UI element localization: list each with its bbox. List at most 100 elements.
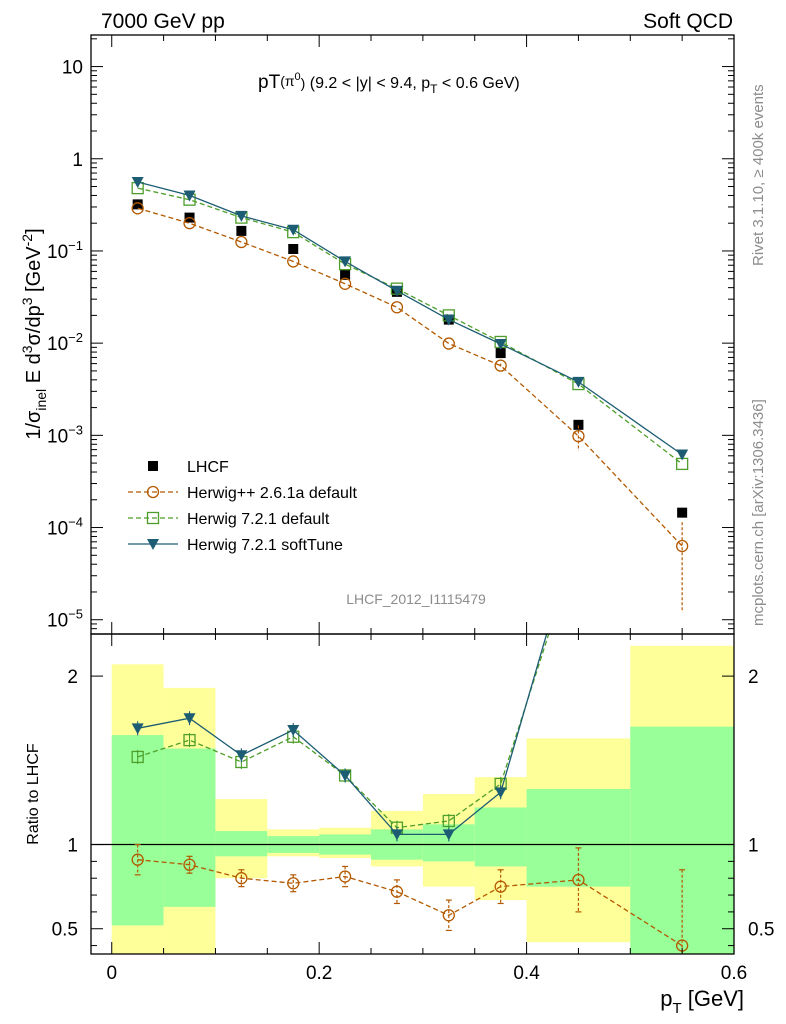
series-line <box>137 207 683 547</box>
ratio-line <box>137 634 548 836</box>
data-point <box>288 243 299 254</box>
x-tick-label: 0.6 <box>721 963 747 984</box>
data-point <box>442 337 455 350</box>
data-point <box>494 359 507 372</box>
header-right-label: Soft QCD <box>643 10 733 33</box>
y-tick-label: 10−3 <box>47 422 83 447</box>
data-point <box>236 225 247 236</box>
y-tick-label: 10−2 <box>47 330 83 355</box>
legend-marker <box>146 511 160 525</box>
data-point <box>573 419 584 430</box>
ratio-point <box>339 770 352 782</box>
ratio-point <box>573 536 584 547</box>
data-point <box>183 217 196 230</box>
y-tick-label: 10−4 <box>47 515 83 540</box>
mcplots-label: mcplots.cern.ch [arXiv:1306.3436] <box>750 399 767 626</box>
series-line <box>137 187 683 465</box>
ratio-tick-label-left: 1 <box>67 836 78 857</box>
ratio-point <box>131 750 144 764</box>
ratio-point <box>183 733 196 747</box>
ratio-bands <box>91 645 734 954</box>
ratio-y-axis-label: Ratio to LHCF <box>25 743 42 845</box>
legend: LHCF Herwig++ 2.6.1a default Herwig 7.2.1 … <box>128 459 357 554</box>
ratio-tick-label-right: 2 <box>748 667 759 688</box>
ratio-tick-label-left: 2 <box>67 667 78 688</box>
y-tick-label: 10−1 <box>47 238 83 263</box>
legend-label: LHCF <box>187 459 229 476</box>
x-axis-label: pT [GeV] <box>660 986 744 1017</box>
legend-label: Herwig++ 2.6.1a default <box>187 485 357 502</box>
ratio-tick-label-right: 0.5 <box>748 920 774 941</box>
ratio-point <box>442 829 455 841</box>
chart-title: pT(π0) (9.2 < |y| < 9.4, pT < 0.6 GeV) <box>258 71 520 96</box>
ratio-point <box>572 520 584 531</box>
ratio-point <box>183 713 196 725</box>
data-point <box>494 338 507 350</box>
y-axis-label: 1/σinel E d3σ/dp3 [GeV-2] <box>19 228 49 439</box>
data-point <box>131 202 144 215</box>
data-point <box>339 256 352 268</box>
data-point <box>675 539 689 553</box>
ratio-tick-label-left: 0.5 <box>52 920 78 941</box>
main-series <box>131 176 689 613</box>
ratio-point <box>338 870 352 883</box>
y-tick-label: 10−5 <box>47 607 83 632</box>
stat-band-bin <box>526 788 631 887</box>
axis-tick-labels: 0 0.2 0.4 0.6 10 1 10−1 10−2 10−3 10−4 10−5 0.5 0.5 1… <box>47 58 774 984</box>
data-point <box>442 314 455 326</box>
data-point <box>338 277 352 290</box>
y-tick-label: 1 <box>72 150 83 171</box>
series-line <box>137 181 683 456</box>
legend-marker <box>146 485 160 499</box>
ratio-point <box>494 880 507 893</box>
ratio-tick-label-right: 1 <box>748 836 759 857</box>
ratio-line <box>137 859 683 947</box>
ratio-point <box>676 334 688 345</box>
legend-marker <box>148 461 158 471</box>
ratio-point <box>235 872 248 885</box>
ratio-point <box>494 787 507 799</box>
stat-band-bin <box>474 807 527 867</box>
ratio-point <box>572 873 585 887</box>
data-point <box>572 429 585 443</box>
data-point <box>287 224 300 236</box>
data-point <box>340 269 351 280</box>
data-point <box>287 255 300 268</box>
ratio-plot-frame <box>90 633 735 955</box>
stat-band-bin <box>111 735 164 926</box>
ratio-series <box>131 334 689 954</box>
ratio-point <box>287 725 300 736</box>
data-point <box>183 190 196 202</box>
analysis-watermark: LHCF_2012_I1115479 <box>346 591 486 607</box>
legend-label: Herwig 7.2.1 softTune <box>187 537 343 554</box>
x-tick-label: 0.2 <box>306 963 332 984</box>
data-point <box>676 449 689 461</box>
data-point <box>390 301 404 314</box>
ratio-point <box>131 723 144 735</box>
ratio-point <box>442 909 455 922</box>
ratio-point <box>183 858 196 871</box>
stat-band-bin <box>163 748 216 907</box>
x-tick-label: 0 <box>106 963 117 984</box>
data-point <box>132 199 143 210</box>
ratio-line <box>137 634 550 829</box>
header-left-label: 7000 GeV pp <box>101 10 225 33</box>
ratio-point <box>442 814 455 828</box>
axis-ticks <box>91 35 735 954</box>
ratio-point <box>235 750 248 762</box>
legend-label: Herwig 7.2.1 default <box>187 511 330 528</box>
data-point <box>235 210 248 222</box>
ratio-point <box>131 853 144 866</box>
stat-band-bin <box>215 831 268 857</box>
data-point <box>572 376 585 388</box>
data-point <box>390 285 403 297</box>
ratio-point <box>287 877 300 890</box>
legend-marker <box>147 539 159 550</box>
rivet-version-label: Rivet 3.1.10, ≥ 400k events <box>750 84 767 266</box>
y-tick-label: 10 <box>62 58 83 79</box>
data-point <box>235 235 248 249</box>
data-point <box>495 348 506 359</box>
ratio-point <box>677 435 688 446</box>
ratio-point <box>390 885 404 898</box>
